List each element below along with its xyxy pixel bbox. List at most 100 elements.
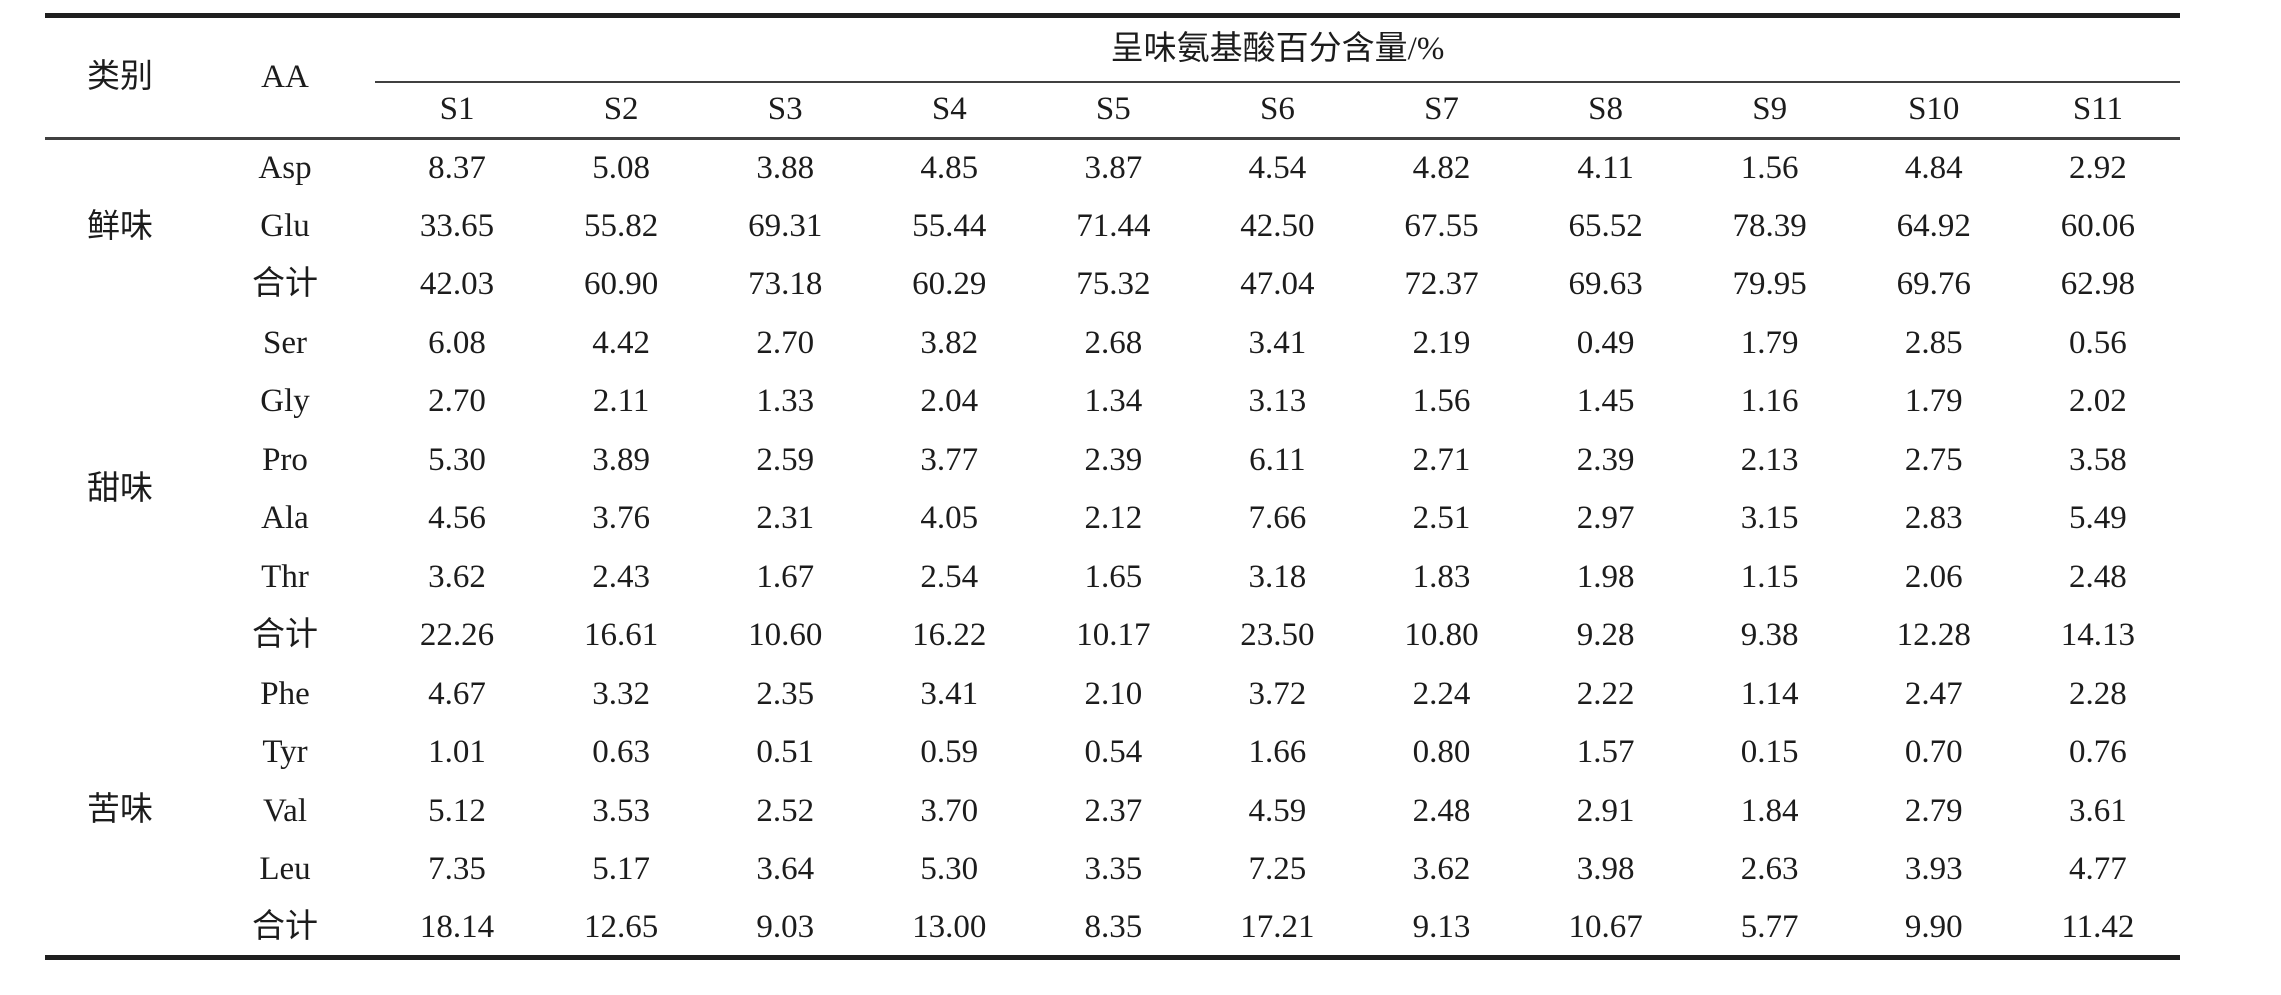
value-cell: 64.92 xyxy=(1896,207,1971,244)
value-cell: 69.63 xyxy=(1568,266,1643,303)
value-cell: 2.52 xyxy=(756,792,815,829)
value-cell: 10.67 xyxy=(1568,908,1643,945)
category-column-header: 类别 xyxy=(45,15,195,140)
value-cell: 2.35 xyxy=(756,675,815,712)
value-cell: 10.60 xyxy=(748,617,823,654)
value-cell: 1.15 xyxy=(1740,558,1799,595)
value-cell: 2.43 xyxy=(592,558,650,595)
data-row: Gly 2.70 2.11 1.33 2.04 1.34 3.13 1.56 1.45 1.16 1… xyxy=(45,373,2180,432)
value-cell: 3.70 xyxy=(920,792,979,829)
value-cell: 2.54 xyxy=(920,558,979,595)
value-cell: 3.35 xyxy=(1084,851,1143,888)
data-row: 合计 42.03 60.90 73.18 60.29 75.32 47.04 72.37 69.… xyxy=(45,256,2180,315)
value-cell: 0.76 xyxy=(2069,734,2127,771)
value-cell: 5.08 xyxy=(592,150,650,186)
value-cell: 4.05 xyxy=(920,500,979,537)
value-cell: 3.76 xyxy=(592,500,650,537)
header-row-samples: S1 S2 S3 S4 S5 S6 S7 S8 S9 S10 S11 xyxy=(45,81,2180,140)
aa-column-header: AA xyxy=(195,15,375,140)
aa-cell: Gly xyxy=(260,383,310,420)
value-cell: 0.56 xyxy=(2069,324,2127,361)
value-cell: 69.76 xyxy=(1896,266,1971,303)
value-cell: 1.67 xyxy=(756,558,815,595)
value-cell: 1.79 xyxy=(1904,383,1963,420)
value-cell: 5.17 xyxy=(592,851,650,888)
value-cell: 65.52 xyxy=(1568,207,1643,244)
value-cell: 2.39 xyxy=(1084,441,1143,478)
sample-header-s1: S1 xyxy=(375,81,540,140)
value-cell: 3.72 xyxy=(1248,675,1307,712)
value-cell: 42.03 xyxy=(419,266,495,303)
value-cell: 2.79 xyxy=(1904,792,1963,829)
value-cell: 1.98 xyxy=(1576,558,1635,595)
value-cell: 2.63 xyxy=(1740,851,1799,888)
value-cell: 0.70 xyxy=(1904,734,1963,771)
value-cell: 3.87 xyxy=(1084,150,1143,186)
value-cell: 9.03 xyxy=(756,908,815,945)
value-cell: 5.30 xyxy=(428,441,486,478)
aa-cell: Thr xyxy=(261,558,309,595)
value-cell: 3.32 xyxy=(592,675,650,712)
value-cell: 2.47 xyxy=(1904,675,1963,712)
sample-header-s7: S7 xyxy=(1359,81,1524,140)
value-cell: 7.25 xyxy=(1248,851,1307,888)
value-cell: 3.61 xyxy=(2069,792,2127,829)
aa-cell: Asp xyxy=(258,150,312,186)
value-cell: 6.08 xyxy=(428,324,486,361)
value-cell: 0.54 xyxy=(1084,734,1143,771)
value-cell: 2.10 xyxy=(1084,675,1143,712)
value-cell: 10.80 xyxy=(1404,617,1479,654)
sample-header-s4: S4 xyxy=(867,81,1032,140)
aa-cell: 合计 xyxy=(252,266,318,303)
value-cell: 9.28 xyxy=(1576,617,1635,654)
value-cell: 1.79 xyxy=(1740,324,1799,361)
value-cell: 2.37 xyxy=(1084,792,1143,829)
value-cell: 69.31 xyxy=(748,207,823,244)
value-cell: 22.26 xyxy=(419,617,495,654)
value-cell: 9.13 xyxy=(1412,908,1471,945)
value-cell: 2.02 xyxy=(2069,383,2127,420)
value-cell: 2.51 xyxy=(1412,500,1471,537)
value-cell: 2.48 xyxy=(1412,792,1471,829)
value-cell: 60.90 xyxy=(583,266,659,303)
value-cell: 72.37 xyxy=(1404,266,1479,303)
data-row: 苦味 Phe 4.67 3.32 2.35 3.41 2.10 3.72 2.24 2.22 1.1… xyxy=(45,665,2180,826)
value-cell: 0.59 xyxy=(920,734,979,771)
category-cell: 鲜味 xyxy=(87,208,153,245)
value-cell: 10.17 xyxy=(1076,617,1151,654)
aa-cell: Glu xyxy=(260,207,310,244)
aa-cell: Ala xyxy=(261,500,309,537)
data-row: 鲜味 Asp 8.37 5.08 3.88 4.85 3.87 4.54 4.82 4.11 1.5… xyxy=(45,139,2180,243)
value-cell: 3.41 xyxy=(920,675,979,712)
value-cell: 2.70 xyxy=(428,383,486,420)
value-cell: 7.66 xyxy=(1248,500,1307,537)
header-row-top: 类别 AA 呈味氨基酸百分含量/% xyxy=(45,15,2180,140)
value-cell: 5.30 xyxy=(920,851,979,888)
value-cell: 2.92 xyxy=(2069,150,2127,186)
value-cell: 3.62 xyxy=(428,558,486,595)
value-cell: 4.42 xyxy=(592,324,650,361)
span-header-taste-amino-acid-percentage: 呈味氨基酸百分含量/% xyxy=(375,15,2180,83)
value-cell: 1.57 xyxy=(1576,734,1635,771)
value-cell: 3.58 xyxy=(2069,441,2127,478)
value-cell: 8.35 xyxy=(1084,908,1143,945)
value-cell: 3.93 xyxy=(1904,851,1963,888)
value-cell: 5.77 xyxy=(1740,908,1799,945)
table-body: 鲜味 Asp 8.37 5.08 3.88 4.85 3.87 4.54 4.82 4.11 1.5… xyxy=(45,139,2180,958)
value-cell: 3.82 xyxy=(920,324,979,361)
aa-cell: Tyr xyxy=(262,734,308,771)
value-cell: 2.22 xyxy=(1576,675,1635,712)
value-cell: 1.01 xyxy=(428,734,486,771)
value-cell: 4.11 xyxy=(1577,150,1634,186)
value-cell: 4.59 xyxy=(1248,792,1307,829)
value-cell: 42.50 xyxy=(1240,207,1315,244)
value-cell: 3.89 xyxy=(592,441,650,478)
value-cell: 1.33 xyxy=(756,383,815,420)
value-cell: 16.61 xyxy=(583,617,659,654)
value-cell: 2.19 xyxy=(1412,324,1471,361)
value-cell: 2.71 xyxy=(1412,441,1471,478)
data-row: 甜味 Ser 6.08 4.42 2.70 3.82 2.68 3.41 2.19 0.49 1.7… xyxy=(45,314,2180,505)
value-cell: 3.15 xyxy=(1740,500,1799,537)
value-cell: 2.48 xyxy=(2069,558,2127,595)
value-cell: 67.55 xyxy=(1404,207,1479,244)
